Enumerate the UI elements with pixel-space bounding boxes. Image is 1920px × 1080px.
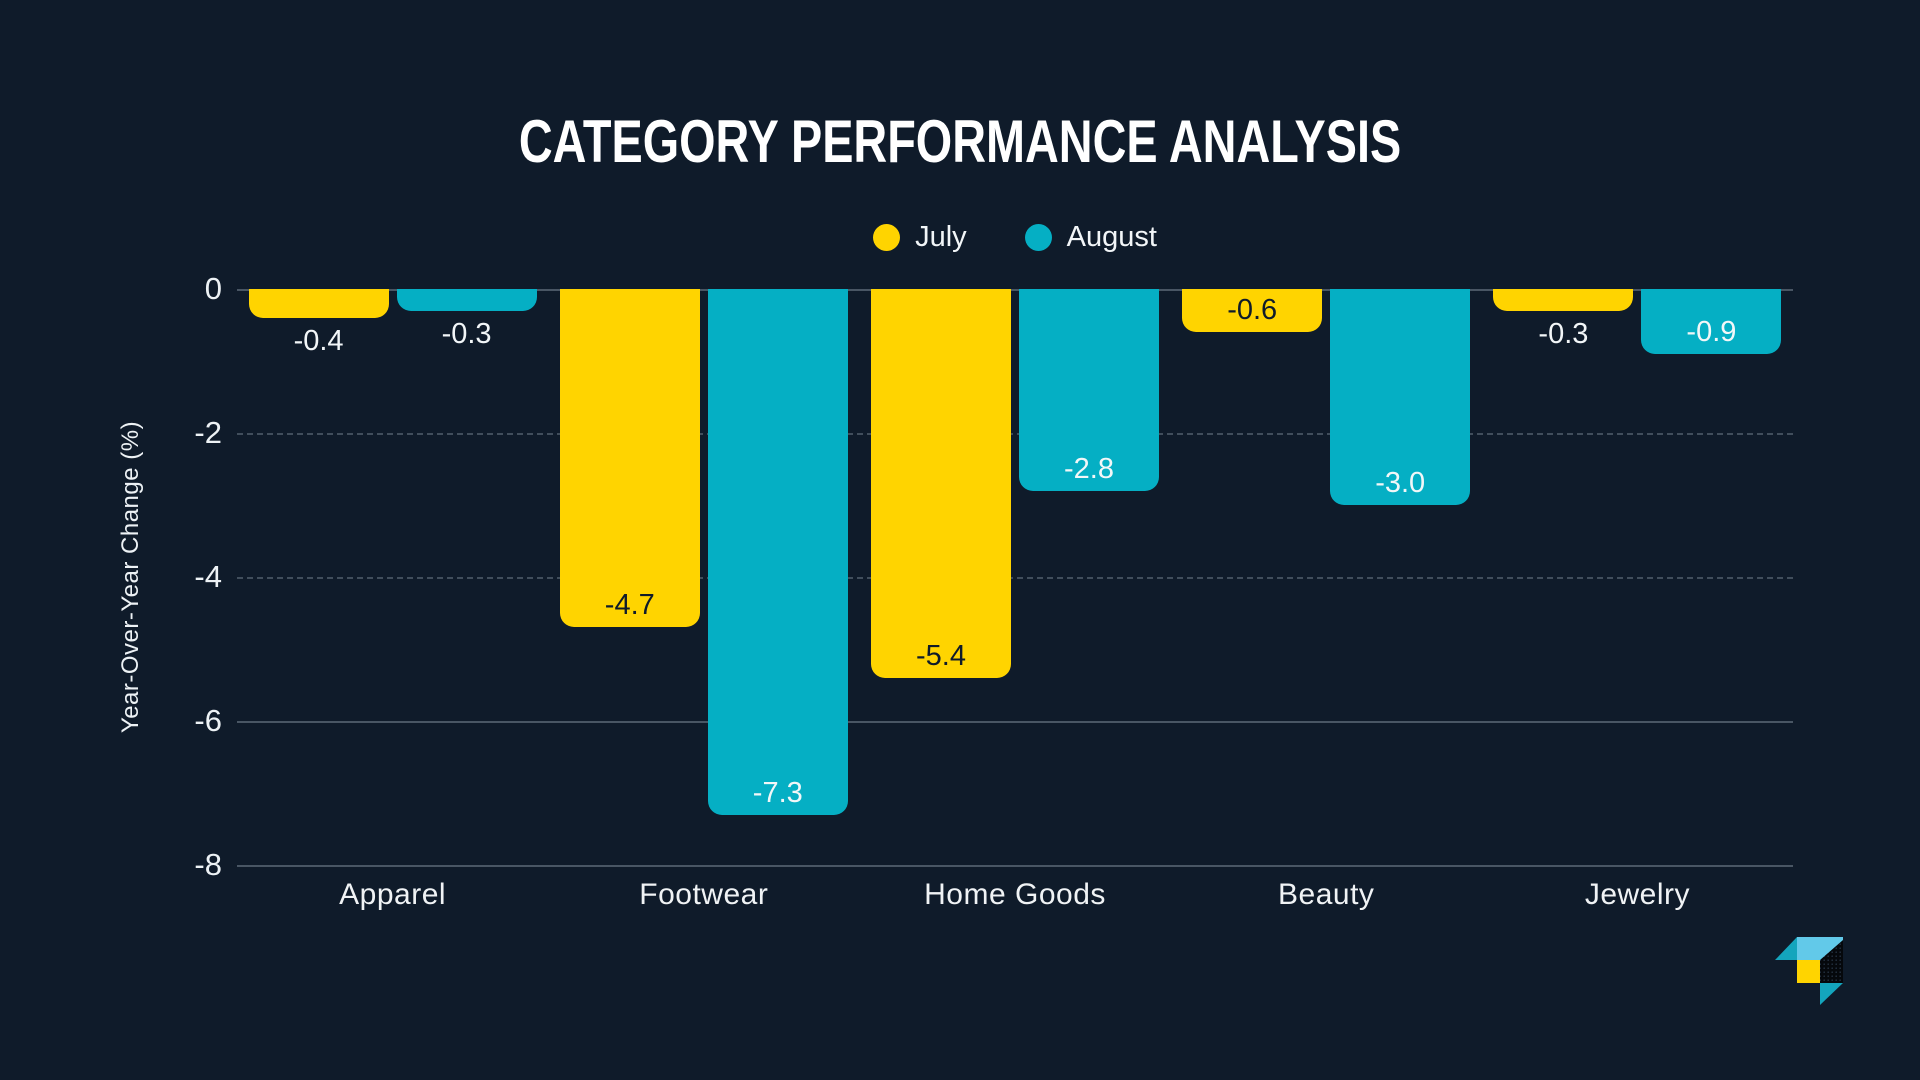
bar-group-beauty: -0.6 -3.0 [1171, 289, 1482, 865]
bar-pair-home-goods: -5.4 -2.8 [871, 289, 1159, 678]
bar-august-jewelry: -0.9 [1641, 289, 1782, 354]
logo-teal-triangle-bottom [1820, 983, 1843, 1005]
bar-value-label-july-footwear: -4.7 [604, 589, 655, 621]
gridline--8 [237, 865, 1793, 867]
bar-group-apparel: -0.4 -0.3 [237, 289, 548, 865]
bar-value-label-august-home-goods: -2.8 [1064, 453, 1114, 485]
chart-title: CATEGORY PERFORMANCE ANALYSIS [518, 108, 1402, 175]
legend: July August [237, 214, 1793, 260]
y-axis-title: Year-Over-Year Change (%) [117, 420, 144, 734]
bar-value-label-july-jewelry: -0.3 [1538, 318, 1589, 350]
bar-pair-apparel: -0.4 -0.3 [248, 289, 537, 357]
legend-label-july: July [915, 220, 967, 253]
logo-yellow-square [1797, 960, 1820, 983]
bar-july-jewelry: -0.3 [1493, 289, 1634, 350]
y-tick-label-0: 0 [204, 271, 222, 306]
legend-swatch-july [873, 223, 901, 251]
bar-group-home-goods: -5.4 -2.8 [859, 289, 1170, 865]
plot-area: -0.4 -0.3 -4.7 -7.3 -5.4 -2.8 -0.6 -3.0 -0.3 -0.9 [237, 289, 1793, 867]
y-tick-label--2: -2 [194, 415, 222, 450]
logo-halftone-square [1820, 940, 1843, 983]
bar-august-beauty: -3.0 [1330, 289, 1471, 505]
gridline-0 [237, 289, 1793, 291]
logo-teal-triangle-top [1775, 937, 1797, 960]
x-category-label-apparel: Apparel [339, 878, 447, 911]
bar-value-label-august-jewelry: -0.9 [1686, 316, 1737, 348]
legend-item-july: July [873, 220, 967, 253]
bar-august-footwear: -7.3 [707, 289, 848, 815]
brand-logo [1775, 937, 1843, 1005]
gridline--2 [237, 433, 1793, 435]
bar-august-apparel: -0.3 [396, 289, 537, 350]
bar-pair-beauty: -0.6 -3.0 [1182, 289, 1471, 505]
y-tick-label--6: -6 [194, 703, 222, 738]
bar-value-label-july-apparel: -0.4 [293, 325, 344, 357]
bar-pair-footwear: -4.7 -7.3 [559, 289, 848, 815]
legend-label-august: August [1066, 220, 1157, 253]
bar-group-footwear: -4.7 -7.3 [548, 289, 859, 865]
legend-swatch-august [1024, 223, 1052, 251]
bar-july-apparel: -0.4 [248, 289, 389, 357]
legend-item-august: August [1024, 220, 1157, 253]
bar-value-label-july-beauty: -0.6 [1227, 294, 1278, 326]
bar-july-footwear: -4.7 [559, 289, 700, 627]
bar-value-label-august-footwear: -7.3 [752, 777, 803, 809]
y-tick-label--4: -4 [194, 559, 222, 594]
x-category-label-footwear: Footwear [639, 878, 769, 911]
bar-group-jewelry: -0.3 -0.9 [1482, 289, 1793, 865]
bar-july-beauty: -0.6 [1182, 289, 1323, 332]
bar-value-label-july-home-goods: -5.4 [916, 640, 966, 672]
x-category-label-home-goods: Home Goods [924, 878, 1106, 911]
x-category-label-beauty: Beauty [1278, 878, 1375, 911]
gridline--6 [237, 721, 1793, 723]
bar-pair-jewelry: -0.3 -0.9 [1493, 289, 1782, 354]
bar-august-home-goods: -2.8 [1019, 289, 1159, 491]
bar-july-home-goods: -5.4 [871, 289, 1011, 678]
x-category-label-jewelry: Jewelry [1584, 878, 1691, 911]
y-tick-label--8: -8 [194, 847, 222, 882]
bar-value-label-august-apparel: -0.3 [441, 318, 492, 350]
bar-value-label-august-beauty: -3.0 [1375, 467, 1426, 499]
gridline--4 [237, 577, 1793, 579]
x-axis-labels: Apparel Footwear Home Goods Beauty Jewelry [237, 877, 1793, 913]
